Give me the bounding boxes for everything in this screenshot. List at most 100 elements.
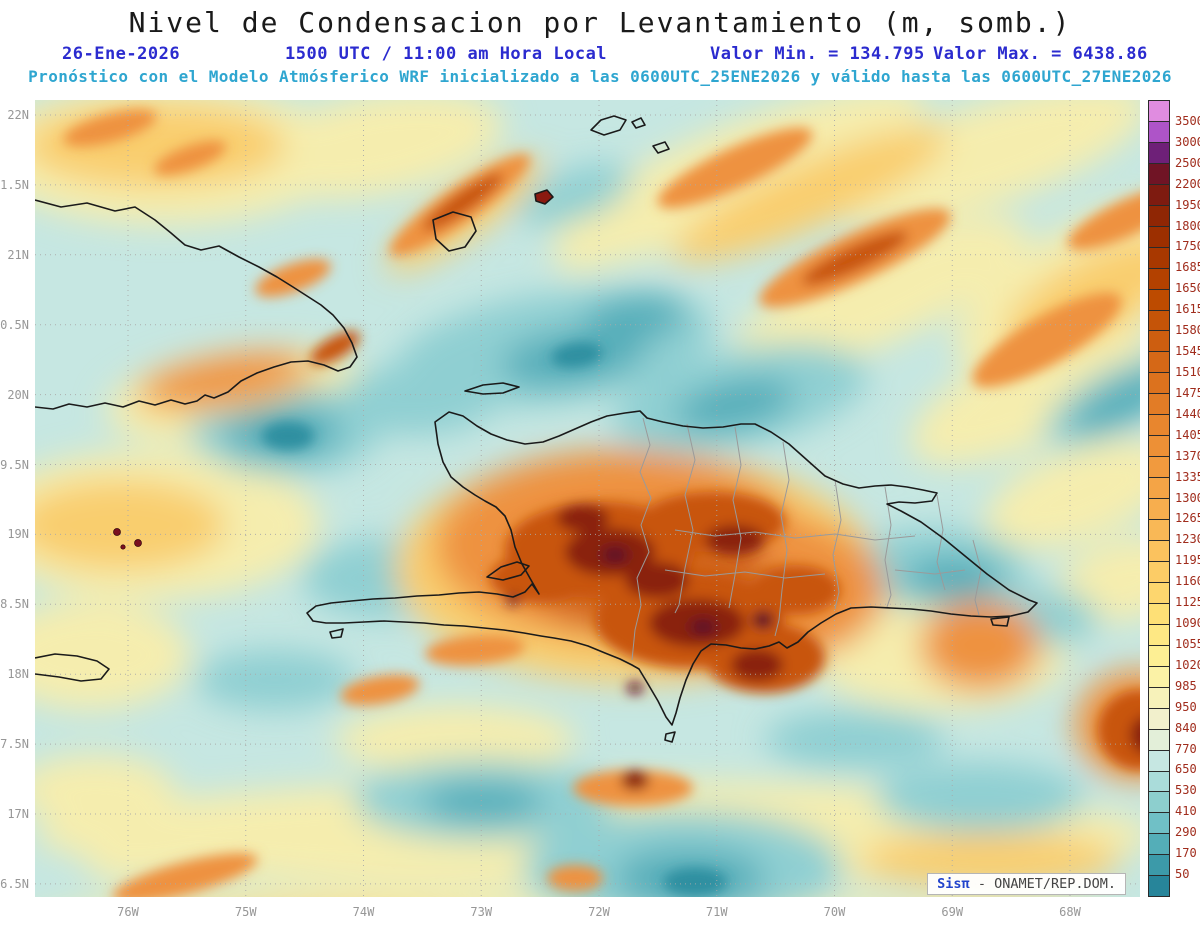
colorbar-cell [1149,876,1169,897]
lat-tick-label: 7.5N [0,737,29,752]
lcl-shaded-field [35,100,1140,897]
coastline-gonave [486,561,530,581]
colorbar-tick-label: 1615 [1175,302,1200,317]
colorbar-cell [1149,352,1169,374]
colorbar-tick-label: 1440 [1175,406,1200,421]
colorbar-cell [1149,561,1169,583]
credit-text: - ONAMET/REP.DOM. [969,876,1116,892]
colorbar-cell [1149,855,1169,877]
max-value-label: Valor Max. = 6438.86 [933,44,1148,64]
colorbar-tick-label: 1950 [1175,197,1200,212]
lcl-field-map [35,100,1140,897]
colorbar-cell [1149,750,1169,772]
lat-tick-label: 8.5N [0,597,29,612]
colorbar-cell [1149,687,1169,709]
colorbar-cell [1149,478,1169,500]
coastline-cuba [35,199,358,410]
colorbar-tick-label: 1335 [1175,469,1200,484]
credit-box: Sisπ - ONAMET/REP.DOM. [927,873,1126,895]
coastline-hispaniola [306,410,1038,726]
colorbar-cell [1149,205,1169,227]
colorbar-cell [1149,624,1169,646]
colorbar-tick-label: 1545 [1175,344,1200,359]
colorbar-tick-label: 410 [1175,804,1197,819]
lat-axis: 22N 1.5N 21N 0.5N 20N 9.5N 19N 8.5N 18N 7.5N 17N 6.… [0,100,31,897]
lat-tick-label: 19N [7,527,29,542]
colorbar-cell [1149,729,1169,751]
coastline-little-inagua [534,189,554,205]
coastline-caicos [590,115,627,136]
coastline-turks [652,141,670,154]
lat-tick-label: 21N [7,247,29,262]
coastline-jamaica [35,653,110,682]
date-label: 26-Ene-2026 [62,44,181,64]
colorbar-cell [1149,436,1169,458]
lon-tick-label: 73W [470,905,493,919]
colorbar-tick-label: 1195 [1175,553,1200,568]
colorbar-cell [1149,163,1169,185]
colorbar-cell [1149,541,1169,562]
lat-tick-label: 22N [7,108,29,122]
colorbar-cell [1149,813,1169,835]
colorbar-tick-label: 1265 [1175,511,1200,526]
colorbar-cell [1149,834,1169,856]
colorbar-tick-label: 1125 [1175,595,1200,610]
colorbar-cell [1149,289,1169,311]
colorbar-tick-label: 1750 [1175,239,1200,254]
coastline-beata [664,731,676,743]
colorbar-cell [1149,603,1169,625]
province-borders [631,417,982,661]
colorbar-tick-label: 1090 [1175,616,1200,631]
colorbar-cell [1149,101,1169,122]
colorbar-cell [1149,415,1169,437]
colorbar-tick-label: 1800 [1175,218,1200,233]
lat-tick-label: 17N [7,807,29,821]
coastlines [35,115,1038,743]
sispi-logo: Sisπ [937,876,970,892]
coastline-saona [990,616,1010,627]
lat-tick-label: 18N [7,667,29,682]
colorbar-cell [1149,708,1169,730]
colorbar-cell [1149,142,1169,164]
colorbar-tick-label: 1580 [1175,323,1200,338]
colorbar-tick-label: 530 [1175,783,1197,798]
colorbar-cell [1149,499,1169,521]
header-info-row: 26-Ene-2026 1500 UTC / 11:00 am Hora Loc… [0,44,1200,64]
colorbar-tick-label: 1510 [1175,364,1200,379]
colorbar-tick-label: 840 [1175,720,1197,735]
colorbar-cell [1149,247,1169,269]
lon-tick-label: 75W [234,905,257,919]
colorbar-cell [1149,121,1169,143]
colorbar-tick-label: 985 [1175,678,1197,693]
colorbar-cell [1149,771,1169,793]
colorbar-tick-label: 1020 [1175,657,1200,672]
colorbar-tick-label: 170 [1175,846,1197,861]
colorbar-cell [1149,226,1169,248]
colorbar-tick-label: 2500 [1175,155,1200,170]
lon-tick-label: 69W [941,905,964,919]
colorbar-cell [1149,457,1169,479]
colorbar-cell [1149,394,1169,416]
map-area: Sisπ - ONAMET/REP.DOM. [35,100,1140,897]
colorbar-tick-label: 1160 [1175,574,1200,589]
colorbar-tick-label: 3500 [1175,113,1200,128]
colorbar-cell [1149,373,1169,395]
coastline-tortuga [464,382,520,395]
colorbar-tick-label: 1300 [1175,490,1200,505]
colorbar-cell [1149,331,1169,353]
colorbar-cell [1149,268,1169,290]
small-cays [113,528,142,550]
colorbar-tick-label: 650 [1175,762,1197,777]
colorbar-cell [1149,792,1169,814]
forecast-info-line: Pronóstico con el Modelo Atmósferico WRF… [28,67,1172,86]
time-label: 1500 UTC / 11:00 am Hora Local [285,44,608,64]
colorbar-cell [1149,645,1169,667]
lat-tick-label: 1.5N [0,177,29,192]
lon-tick-label: 68W [1059,905,1081,919]
colorbar-tick-label: 770 [1175,741,1197,756]
colorbar-tick-label: 950 [1175,699,1197,714]
colorbar-tick-label: 50 [1175,867,1190,882]
min-value-label: Valor Min. = 134.795 [710,44,925,64]
colorbar-tick-label: 1475 [1175,385,1200,400]
colorbar-tick-label: 1685 [1175,260,1200,275]
